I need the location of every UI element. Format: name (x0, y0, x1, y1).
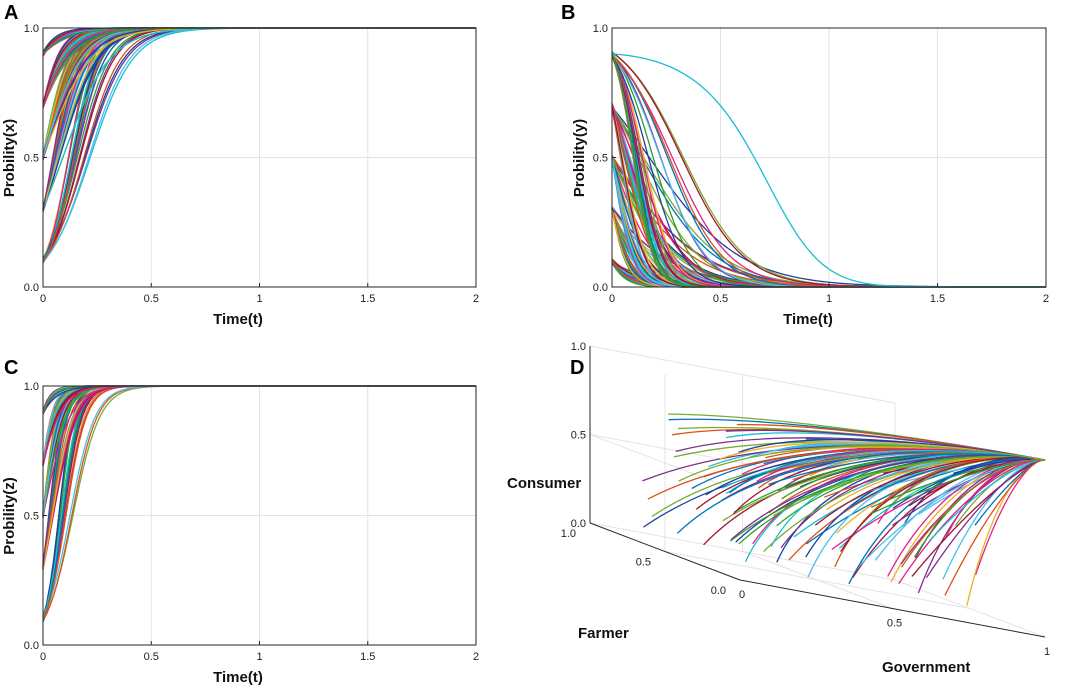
panel-d-xlabel: Government (882, 659, 970, 676)
panel-a-ytick-label: 0.0 (24, 282, 39, 294)
panel-c-ytick-label: 0.0 (24, 640, 39, 652)
panel-d-ztick-label: 1.0 (571, 341, 586, 353)
panel-a-ticks: 0 0.5 1 1.5 2 0.0 0.5 1.0 (24, 23, 479, 305)
panel-d-xtick-label: 1 (1044, 646, 1050, 658)
panel-a-xtick-label: 0 (40, 293, 46, 305)
panel-letter-a: A (4, 2, 18, 24)
panel-d-ylabel: Farmer (578, 625, 629, 642)
panel-a-ylabel: Probility(x) (1, 119, 18, 197)
panel-a-xtick-label: 0.5 (144, 293, 159, 305)
panel-c-xlabel: Time(t) (213, 669, 263, 686)
panel-d-box-edge (589, 345, 896, 404)
panel-c-xtick-label: 1.5 (360, 651, 375, 663)
panel-d-ytick-label: 0.5 (636, 557, 651, 569)
panel-a-xlabel: Time(t) (213, 311, 263, 328)
panel-b-xtick-label: 2 (1043, 293, 1049, 305)
panel-letter-b: B (561, 2, 575, 24)
panel-c: C 0 0.5 1 1.5 2 0.0 0.5 1.0 Time(t) Probility(z… (1, 357, 479, 686)
panel-b-xlabel: Time(t) (783, 311, 833, 328)
panel-letter-d: D (570, 357, 584, 379)
panel-c-ticks: 0 0.5 1 1.5 2 0.0 0.5 1.0 (24, 381, 479, 663)
panel-d-xtick-label: 0.5 (887, 618, 902, 630)
panel-d-ytick-label: 1.0 (561, 528, 576, 540)
panel-b-ytick-label: 0.0 (593, 282, 608, 294)
panel-c-ytick-label: 0.5 (24, 511, 39, 523)
panel-d-ytick-label: 0.0 (711, 585, 726, 597)
panel-a-ytick-label: 0.5 (24, 153, 39, 165)
panel-letter-c: C (4, 357, 18, 379)
panel-a-xtick-label: 1.5 (360, 293, 375, 305)
panel-c-xtick-label: 0.5 (144, 651, 159, 663)
panel-c-xtick-label: 1 (256, 651, 262, 663)
panel-d-grid-line (589, 434, 741, 492)
panel-c-ytick-label: 1.0 (24, 381, 39, 393)
panel-d-trajectory (944, 459, 1046, 596)
panel-d: D 00.510.00.51.00.00.51.0 Consumer Farme… (507, 341, 1050, 676)
panel-c-xtick-label: 2 (473, 651, 479, 663)
panel-b-xtick-label: 1 (826, 293, 832, 305)
panel-d-box-edge (894, 579, 1046, 638)
panel-b-ticks: 0 0.5 1 1.5 2 0.0 0.5 1.0 (593, 23, 1049, 305)
panel-d-xtick-label: 0 (739, 589, 745, 601)
panel-d-government-axis (739, 579, 1046, 638)
panel-d-trajectory (901, 458, 1046, 568)
panel-c-xtick-label: 0 (40, 651, 46, 663)
panel-b-xtick-label: 0.5 (713, 293, 728, 305)
panel-b-grid (612, 28, 1046, 287)
panel-a-xtick-label: 2 (473, 293, 479, 305)
panel-b-xtick-label: 1.5 (930, 293, 945, 305)
panel-d-curves (642, 413, 1046, 606)
panel-d-3d-frame (589, 345, 1046, 638)
panel-b-xtick-label: 0 (609, 293, 615, 305)
panel-a-ytick-label: 1.0 (24, 23, 39, 35)
panel-a-grid (43, 28, 476, 287)
panel-d-farmer-axis (589, 522, 741, 581)
panel-d-box-edge (589, 522, 896, 581)
panel-d-trajectory (840, 456, 1046, 552)
panel-d-zlabel: Consumer (507, 475, 581, 492)
panel-d-ztick-label: 0.5 (571, 430, 586, 442)
panel-d-ztick-label: 0.0 (571, 518, 586, 530)
panel-b-ytick-label: 1.0 (593, 23, 608, 35)
panel-a: A 0 0.5 1 1.5 2 0.0 0.5 1.0 Time(t) Probility(x… (1, 2, 479, 328)
panel-d-grid-line (664, 551, 971, 609)
panel-b-ylabel: Probility(y) (571, 119, 588, 197)
panel-c-grid (43, 386, 476, 645)
panel-b-ytick-label: 0.5 (593, 153, 608, 165)
panel-d-trajectory (678, 445, 1046, 482)
panel-c-ylabel: Probility(z) (1, 477, 18, 555)
panel-a-xtick-label: 1 (256, 293, 262, 305)
panel-b: B 0 0.5 1 1.5 2 0.0 0.5 1.0 Time(t) Probility(y… (561, 2, 1049, 328)
panel-d-ticks: 00.510.00.51.00.00.51.0 (561, 341, 1050, 658)
